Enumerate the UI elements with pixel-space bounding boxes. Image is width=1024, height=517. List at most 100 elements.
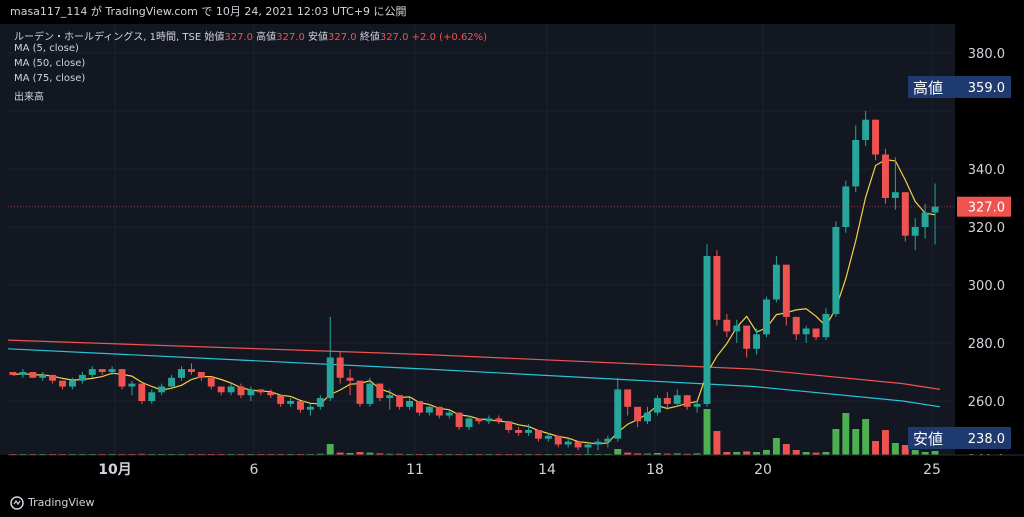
- brand-label: TradingView: [28, 496, 95, 509]
- candle-body: [782, 264, 790, 317]
- tradingview-logo-icon: [10, 496, 24, 510]
- candle-body: [297, 401, 304, 410]
- candle-body: [574, 441, 582, 448]
- candle-body: [267, 392, 275, 396]
- candle-body: [39, 374, 47, 378]
- price-tags: 327.0 高値 359.0 安値 238.0: [8, 76, 1011, 449]
- candle-body: [822, 314, 830, 338]
- volume-bar: [891, 443, 899, 455]
- axes: 380.0340.0320.0300.0280.0260.0240.010月61…: [0, 24, 1024, 489]
- candle-body: [614, 389, 622, 439]
- volume-bar: [138, 453, 146, 455]
- candle-body: [435, 406, 443, 416]
- candle-body: [792, 316, 800, 335]
- volume-bar: [911, 450, 919, 455]
- high-value: 327.0: [276, 32, 305, 43]
- candle-body: [247, 389, 255, 396]
- candle-body: [227, 386, 235, 393]
- time-tick-label: 20: [754, 462, 772, 478]
- candle-body: [49, 374, 57, 381]
- volume-bar: [832, 429, 840, 455]
- candle-body: [584, 444, 592, 448]
- candle-body: [604, 438, 612, 442]
- volume-bar: [842, 413, 850, 455]
- candle-body: [693, 403, 701, 407]
- candle-body: [455, 412, 463, 428]
- candle-body: [723, 319, 731, 332]
- legend-ma75[interactable]: MA (75, close): [14, 73, 86, 84]
- candle-body: [495, 418, 503, 422]
- low-tag-label: 安値: [913, 430, 943, 448]
- volume-bar: [772, 438, 780, 455]
- candle-body: [326, 357, 334, 399]
- legend-title-row: ルーデン・ホールディングス, 1時間, TSE 始値327.0 高値327.0 …: [14, 28, 487, 43]
- low-tag-price: 238.0: [968, 432, 1005, 447]
- candle-body: [287, 401, 295, 404]
- candle-body: [59, 380, 67, 387]
- volume-bar: [881, 430, 889, 455]
- candle-body: [564, 441, 572, 445]
- close-value: 327.0: [379, 32, 409, 43]
- candle-body: [366, 383, 374, 404]
- publish-header: masa117_114 が TradingView.com で 10月 24, …: [0, 0, 1024, 24]
- ma75-line: [7, 339, 941, 390]
- volume-bar: [743, 451, 751, 455]
- candle-body: [158, 386, 166, 393]
- volume-bar: [644, 453, 651, 455]
- candle-body: [673, 395, 681, 404]
- candle-body: [921, 212, 929, 227]
- volume-bar: [852, 429, 860, 455]
- volume-bar: [386, 453, 394, 455]
- volume-bar: [624, 452, 632, 455]
- candle-body: [475, 418, 483, 422]
- candle-body: [634, 406, 642, 422]
- time-tick-label: 18: [646, 462, 664, 478]
- candle-body: [862, 119, 870, 140]
- candle-body: [753, 334, 761, 349]
- volume-bar: [802, 452, 810, 455]
- volume-bar: [614, 449, 622, 455]
- candle-body: [713, 256, 721, 320]
- price-tick-label: 300.0: [968, 279, 1005, 294]
- legend-volume[interactable]: 出来高: [14, 92, 44, 103]
- ma50-line: [7, 348, 941, 408]
- candle-body: [336, 357, 344, 378]
- candle-body: [346, 377, 354, 381]
- legend-ma5[interactable]: MA (5, close): [14, 43, 79, 54]
- open-value: 327.0: [224, 32, 253, 43]
- legend-ma50[interactable]: MA (50, close): [14, 58, 86, 69]
- time-tick-label: 11: [406, 462, 424, 478]
- candle-body: [108, 369, 116, 372]
- high-label: 高値: [256, 32, 277, 43]
- volume-bar: [792, 450, 800, 455]
- candle-body: [624, 389, 632, 407]
- change-value: +2.0 (+0.62%): [411, 32, 488, 43]
- volume-bar: [812, 452, 820, 455]
- time-tick-label: 10月: [98, 462, 131, 478]
- volume-bar: [703, 409, 711, 455]
- candle-body: [187, 369, 195, 372]
- candle-body: [237, 386, 245, 396]
- candle-body: [465, 418, 473, 428]
- volume-bar: [346, 453, 354, 455]
- candle-body: [148, 392, 156, 401]
- volume-bar: [663, 453, 671, 455]
- candle-body: [485, 418, 493, 422]
- candle-body: [911, 227, 919, 236]
- volume-bar: [921, 452, 929, 455]
- candle-body: [415, 401, 423, 413]
- candle-body: [554, 435, 562, 445]
- candle-body: [178, 369, 185, 378]
- candle-body: [772, 264, 780, 300]
- time-tick-label: 6: [250, 462, 259, 478]
- volume-bar: [822, 452, 830, 455]
- candle-body: [197, 372, 205, 378]
- candle-body: [88, 369, 96, 375]
- candle-body: [743, 325, 751, 349]
- volume-bar: [862, 419, 870, 455]
- candle-body: [118, 369, 126, 387]
- candle-body: [832, 227, 840, 314]
- candle-body: [277, 395, 285, 404]
